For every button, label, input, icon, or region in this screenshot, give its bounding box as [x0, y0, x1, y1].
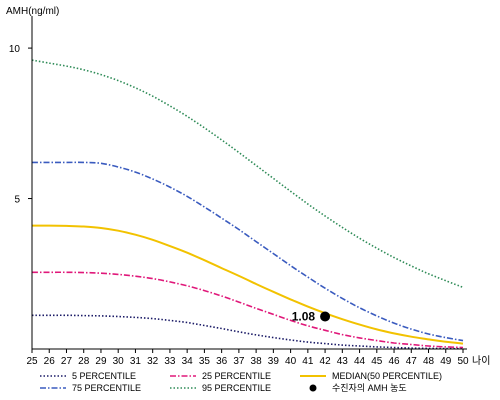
legend-label-75-percentile: 75 PERCENTILE [72, 383, 141, 393]
x-tick-label: 47 [406, 356, 418, 367]
chart-axes: 5 10 25 26 27 28 29 30 31 32 33 34 35 36 37 38 39 40 41 42 4… [9, 16, 469, 367]
x-tick-label: 46 [388, 356, 400, 367]
legend-label-patient-amh: 수진자의 AMH 농도 [332, 383, 407, 393]
x-tick-label: 28 [78, 356, 90, 367]
x-tick-label: 25 [26, 356, 38, 367]
x-tick-label: 44 [354, 356, 366, 367]
legend-label-95-percentile: 95 PERCENTILE [202, 383, 271, 393]
x-tick-label: 38 [251, 356, 263, 367]
x-tick-label: 39 [268, 356, 280, 367]
x-tick-label: 31 [130, 356, 142, 367]
series-line-95-percentile [31, 59, 464, 289]
x-tick-label: 27 [61, 356, 73, 367]
x-tick-label: 26 [44, 356, 56, 367]
chart-curves [31, 59, 464, 350]
x-tick-label: 40 [285, 356, 297, 367]
y-tick-label: 10 [9, 44, 21, 55]
y-axis-title: AMH(ng/ml) [6, 6, 59, 17]
patient-amh-point [320, 311, 331, 322]
legend-marker-patient-amh [309, 384, 317, 392]
series-line-25-percentile [32, 271, 464, 349]
series-line-5-percentile [32, 314, 464, 350]
chart-legend: 5 PERCENTILE 25 PERCENTILE MEDIAN(50 PERCE… [40, 371, 442, 393]
chart-marker: 1.08 [292, 310, 331, 324]
x-tick-label: 29 [95, 356, 107, 367]
x-tick-label: 33 [164, 356, 176, 367]
x-tick-label: 32 [147, 356, 159, 367]
x-tick-label: 49 [440, 356, 452, 367]
x-axis-title: 나이 [472, 355, 490, 367]
legend-label-median-50-percentile: MEDIAN(50 PERCENTILE) [332, 371, 442, 381]
y-tick-label: 5 [14, 195, 20, 206]
x-tick-label: 35 [199, 356, 211, 367]
x-tick-label: 37 [233, 356, 245, 367]
series-line-75-percentile [31, 161, 464, 342]
x-tick-label: 34 [182, 356, 194, 367]
x-tick-label: 41 [302, 356, 314, 367]
x-tick-label: 42 [320, 356, 332, 367]
patient-amh-value-label: 1.08 [292, 310, 316, 324]
series-line-median-50-percentile [32, 224, 464, 345]
x-tick-label: 36 [216, 356, 228, 367]
legend-label-25-percentile: 25 PERCENTILE [202, 371, 271, 381]
x-tick-label: 30 [113, 356, 125, 367]
x-tick-label: 50 [457, 356, 469, 367]
legend-label-5-percentile: 5 PERCENTILE [72, 371, 136, 381]
x-tick-label: 43 [337, 356, 349, 367]
x-tick-label: 48 [423, 356, 435, 367]
x-tick-label: 45 [371, 356, 383, 367]
